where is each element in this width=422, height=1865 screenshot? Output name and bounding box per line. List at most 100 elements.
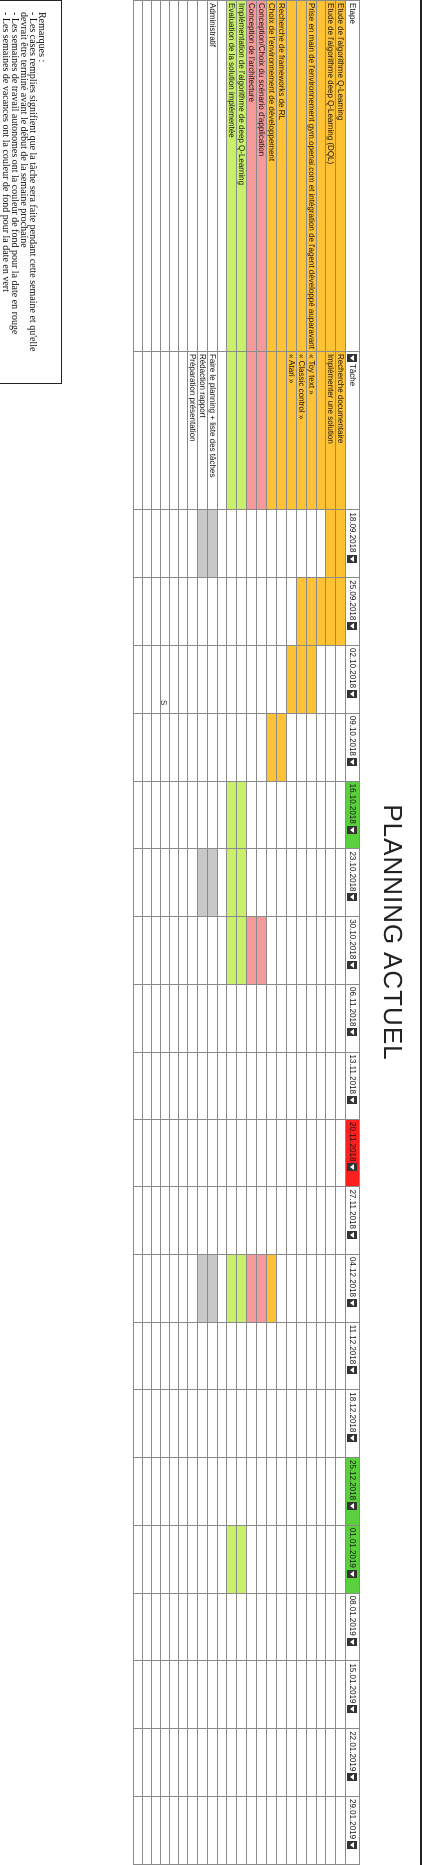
- empty-cell[interactable]: [151, 1593, 161, 1661]
- week-cell[interactable]: [187, 1119, 198, 1187]
- week-cell[interactable]: [207, 781, 218, 849]
- empty-cell[interactable]: [133, 1389, 143, 1458]
- week-cell[interactable]: [197, 1119, 208, 1187]
- tache-cell[interactable]: [226, 351, 237, 510]
- etape-cell[interactable]: Conception de l'architecture: [246, 0, 257, 352]
- week-cell[interactable]: [276, 1322, 287, 1390]
- week-cell[interactable]: [236, 781, 247, 849]
- empty-cell[interactable]: [178, 1119, 188, 1187]
- week-cell[interactable]: [286, 848, 297, 917]
- empty-cell[interactable]: [133, 781, 143, 849]
- week-cell[interactable]: [266, 1322, 277, 1390]
- week-cell[interactable]: [197, 1389, 208, 1458]
- week-cell[interactable]: [286, 713, 297, 782]
- week-cell[interactable]: [296, 1660, 307, 1729]
- week-header[interactable]: 11.12.2018: [345, 1322, 360, 1390]
- week-cell[interactable]: [197, 509, 208, 578]
- week-cell[interactable]: [197, 984, 208, 1053]
- week-cell[interactable]: [207, 1322, 218, 1390]
- week-cell[interactable]: [246, 1052, 257, 1120]
- empty-cell[interactable]: [178, 984, 188, 1053]
- week-cell[interactable]: [325, 1728, 336, 1797]
- week-cell[interactable]: [296, 1796, 307, 1865]
- week-cell[interactable]: [325, 1660, 336, 1729]
- tache-cell[interactable]: [217, 351, 227, 510]
- empty-cell[interactable]: [178, 1796, 188, 1865]
- week-cell[interactable]: [187, 1052, 198, 1120]
- week-cell[interactable]: [197, 1796, 208, 1865]
- empty-cell[interactable]: [160, 577, 170, 646]
- week-cell[interactable]: [256, 1525, 267, 1594]
- week-cell[interactable]: [276, 984, 287, 1053]
- week-cell[interactable]: [276, 1119, 287, 1187]
- empty-cell[interactable]: [151, 848, 161, 917]
- week-cell[interactable]: [217, 1796, 227, 1865]
- empty-cell[interactable]: [142, 916, 152, 985]
- week-cell[interactable]: [226, 1322, 237, 1390]
- week-cell[interactable]: [226, 1254, 237, 1323]
- week-cell[interactable]: [276, 713, 287, 782]
- empty-cell[interactable]: [160, 1728, 170, 1797]
- filter-dropdown-icon[interactable]: [347, 893, 358, 902]
- empty-cell[interactable]: [133, 0, 143, 352]
- empty-cell[interactable]: [133, 848, 143, 917]
- week-cell[interactable]: [226, 848, 237, 917]
- week-cell[interactable]: [296, 1389, 307, 1458]
- week-cell[interactable]: [256, 1322, 267, 1390]
- empty-cell[interactable]: [160, 1186, 170, 1255]
- week-cell[interactable]: [286, 1525, 297, 1594]
- week-cell[interactable]: [256, 645, 267, 714]
- empty-cell[interactable]: [142, 1525, 152, 1594]
- week-cell[interactable]: [286, 1052, 297, 1120]
- empty-cell[interactable]: [142, 1254, 152, 1323]
- week-cell[interactable]: [226, 713, 237, 782]
- empty-cell[interactable]: [142, 645, 152, 714]
- empty-cell[interactable]: [169, 1322, 179, 1390]
- empty-cell[interactable]: [169, 577, 179, 646]
- week-cell[interactable]: [226, 916, 237, 985]
- week-cell[interactable]: [296, 984, 307, 1053]
- week-cell[interactable]: [187, 848, 198, 917]
- week-cell[interactable]: [335, 1525, 346, 1594]
- empty-cell[interactable]: [169, 848, 179, 917]
- week-cell[interactable]: [256, 1052, 267, 1120]
- filter-dropdown-icon[interactable]: [347, 1773, 358, 1782]
- week-cell[interactable]: [276, 781, 287, 849]
- empty-cell[interactable]: [160, 1389, 170, 1458]
- week-cell[interactable]: [325, 1254, 336, 1323]
- empty-cell[interactable]: [178, 351, 188, 510]
- week-cell[interactable]: [296, 1728, 307, 1797]
- week-cell[interactable]: [217, 577, 227, 646]
- week-cell[interactable]: [316, 848, 326, 917]
- etape-cell[interactable]: Etude de l'algorithme deep Q-Learning (D…: [325, 0, 336, 352]
- empty-cell[interactable]: [133, 1593, 143, 1661]
- empty-cell[interactable]: [151, 984, 161, 1053]
- empty-cell[interactable]: [160, 1796, 170, 1865]
- week-cell[interactable]: [325, 916, 336, 985]
- empty-cell[interactable]: [133, 1186, 143, 1255]
- filter-dropdown-icon[interactable]: [347, 1569, 358, 1578]
- week-cell[interactable]: [226, 1525, 237, 1594]
- etape-cell[interactable]: [286, 0, 297, 352]
- empty-cell[interactable]: [133, 984, 143, 1053]
- week-cell[interactable]: [187, 509, 198, 578]
- week-cell[interactable]: [325, 713, 336, 782]
- empty-cell[interactable]: [160, 0, 170, 352]
- week-header[interactable]: 04.12.2018: [345, 1254, 360, 1323]
- week-cell[interactable]: [226, 1457, 237, 1526]
- week-cell[interactable]: [296, 1593, 307, 1661]
- week-cell[interactable]: [316, 577, 326, 646]
- empty-cell[interactable]: [178, 1525, 188, 1594]
- week-cell[interactable]: [256, 848, 267, 917]
- week-cell[interactable]: [325, 577, 336, 646]
- week-cell[interactable]: [256, 1660, 267, 1729]
- week-cell[interactable]: [236, 1254, 247, 1323]
- etape-cell[interactable]: [296, 0, 307, 352]
- empty-cell[interactable]: [133, 1052, 143, 1120]
- week-cell[interactable]: [246, 1119, 257, 1187]
- week-cell[interactable]: [296, 645, 307, 714]
- week-header[interactable]: 02.10.2018: [345, 645, 360, 714]
- empty-cell[interactable]: [160, 1525, 170, 1594]
- tache-cell[interactable]: « Classic control »: [296, 351, 307, 510]
- empty-cell[interactable]: [133, 1254, 143, 1323]
